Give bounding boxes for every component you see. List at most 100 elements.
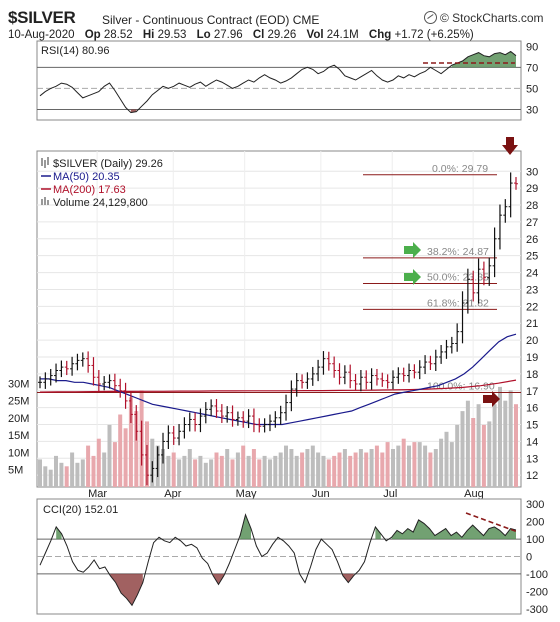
- cci-legend-text: CCI(20) 152.01: [43, 504, 118, 516]
- price-bar: [321, 351, 326, 375]
- price-bar: [214, 399, 219, 418]
- price-bar: [86, 351, 91, 373]
- volume-bar: [369, 449, 374, 487]
- volume-bar: [75, 462, 80, 487]
- price-bar: [369, 368, 374, 390]
- volume-bar: [342, 449, 347, 487]
- price-tick-label: 24: [526, 268, 538, 280]
- cci-line: [39, 513, 517, 607]
- price-bar: [144, 444, 149, 486]
- price-bar: [203, 402, 208, 424]
- ma50-line: [40, 333, 517, 426]
- price-panel-frame: [36, 150, 522, 488]
- exchange-name: CME: [292, 13, 320, 27]
- rsi-tick-label: 70: [526, 62, 538, 74]
- volume-bar: [471, 418, 476, 487]
- price-bar: [251, 408, 256, 433]
- time-axis: Mar Apr May Jun Jul Aug: [88, 488, 484, 500]
- price-bar: [54, 363, 59, 383]
- fib-level-label: 0.0%: 29.79: [432, 163, 488, 175]
- ma50-legend-text: MA(50) 20.35: [53, 171, 120, 183]
- volume-bar: [171, 452, 176, 487]
- volume-bar: [209, 459, 214, 487]
- price-legend: $SILVER (Daily) 29.26 MA(50) 20.35 MA(20…: [41, 157, 163, 209]
- green-arrow-icon: [404, 269, 421, 285]
- oversold-fill: [342, 573, 354, 583]
- rsi-legend: RSI(14) 80.96: [41, 45, 109, 57]
- volume-bar: [391, 449, 395, 487]
- price-bars: [38, 172, 518, 486]
- price-bar: [225, 406, 230, 423]
- overbought-fill: [56, 526, 62, 540]
- stockcharts-logo[interactable]: © StockCharts.com: [424, 11, 544, 25]
- fib-level-label: 38.2%: 24.87: [427, 246, 489, 258]
- change-value: +1.72 (+6.25%): [394, 29, 474, 41]
- price-bar: [396, 367, 401, 384]
- volume-bar: [305, 449, 310, 487]
- price-tick-label: 14: [526, 436, 538, 448]
- volume-bar: [214, 452, 219, 487]
- volume-bar: [107, 424, 112, 487]
- price-tick-label: 27: [526, 217, 538, 229]
- volume-bar: [498, 386, 502, 487]
- cci-tick-label: 200: [526, 517, 544, 529]
- red-down-arrow-icon: [502, 137, 518, 155]
- volume-bar: [182, 455, 187, 487]
- price-tick-label: 20: [526, 335, 538, 347]
- price-bar: [166, 425, 171, 450]
- volume-bar: [455, 424, 460, 487]
- volume-value: 24.1M: [326, 29, 359, 41]
- volume-bar: [332, 455, 337, 487]
- volume-bar: [492, 404, 497, 487]
- volume-axis: 30M 25M 20M 15M 10M 5M: [8, 378, 29, 476]
- rsi-legend-text: RSI(14) 80.96: [41, 45, 109, 57]
- cci-tick-label: 0: [526, 552, 532, 564]
- price-bar: [64, 360, 69, 376]
- volume-bar: [161, 449, 165, 487]
- price-bar: [487, 257, 492, 286]
- price-bar: [118, 378, 123, 398]
- price-bar: [128, 392, 133, 424]
- volume-bar: [358, 449, 363, 487]
- price-bar: [310, 366, 315, 386]
- cci-axis: 300 200 100 0 -100 -200 -300: [526, 499, 548, 616]
- price-bar: [337, 363, 342, 385]
- cci-tick-label: 300: [526, 499, 544, 511]
- price-tick-label: 30: [526, 166, 538, 178]
- price-bar: [182, 417, 187, 439]
- price-bar: [439, 345, 444, 364]
- price-bar: [59, 360, 64, 378]
- volume-bar: [433, 449, 438, 487]
- price-bar: [230, 405, 235, 427]
- price-bar: [364, 370, 369, 390]
- volume-bar: [374, 445, 379, 487]
- volume-bar: [91, 455, 96, 487]
- price-bar: [385, 374, 390, 389]
- volume-bar: [59, 462, 64, 487]
- contract-name: Silver - Continuous Contract (EOD): [102, 13, 290, 27]
- price-bar: [246, 409, 251, 429]
- close-label: Cl: [252, 29, 265, 41]
- price-bar: [348, 364, 353, 389]
- price-tick-label: 16: [526, 403, 538, 415]
- price-bar: [476, 258, 481, 304]
- price-bar: [267, 414, 272, 432]
- fib-level-label: 61.8%: 21.82: [427, 297, 489, 309]
- volume-bar: [417, 442, 422, 487]
- volume-bar: [508, 390, 513, 487]
- low-label: Lo: [196, 29, 211, 41]
- volume-bar: [203, 462, 208, 487]
- volume-tick-label: 25M: [8, 396, 29, 408]
- volume-bar: [348, 455, 353, 487]
- volume-bar: [246, 455, 251, 487]
- cci-tick-label: -100: [526, 569, 548, 581]
- high-value: 29.53: [157, 29, 187, 41]
- price-bar: [390, 370, 395, 390]
- quote-bar: 10-Aug-2020 Op 28.52 Hi 29.53 Lo 27.96 C…: [8, 29, 481, 41]
- volume-tick-label: 30M: [8, 378, 29, 390]
- volume-bar: [241, 445, 246, 487]
- volume-bar: [385, 442, 390, 487]
- price-bar: [358, 369, 363, 392]
- open-value: 28.52: [103, 29, 133, 41]
- price-bar: [465, 268, 470, 314]
